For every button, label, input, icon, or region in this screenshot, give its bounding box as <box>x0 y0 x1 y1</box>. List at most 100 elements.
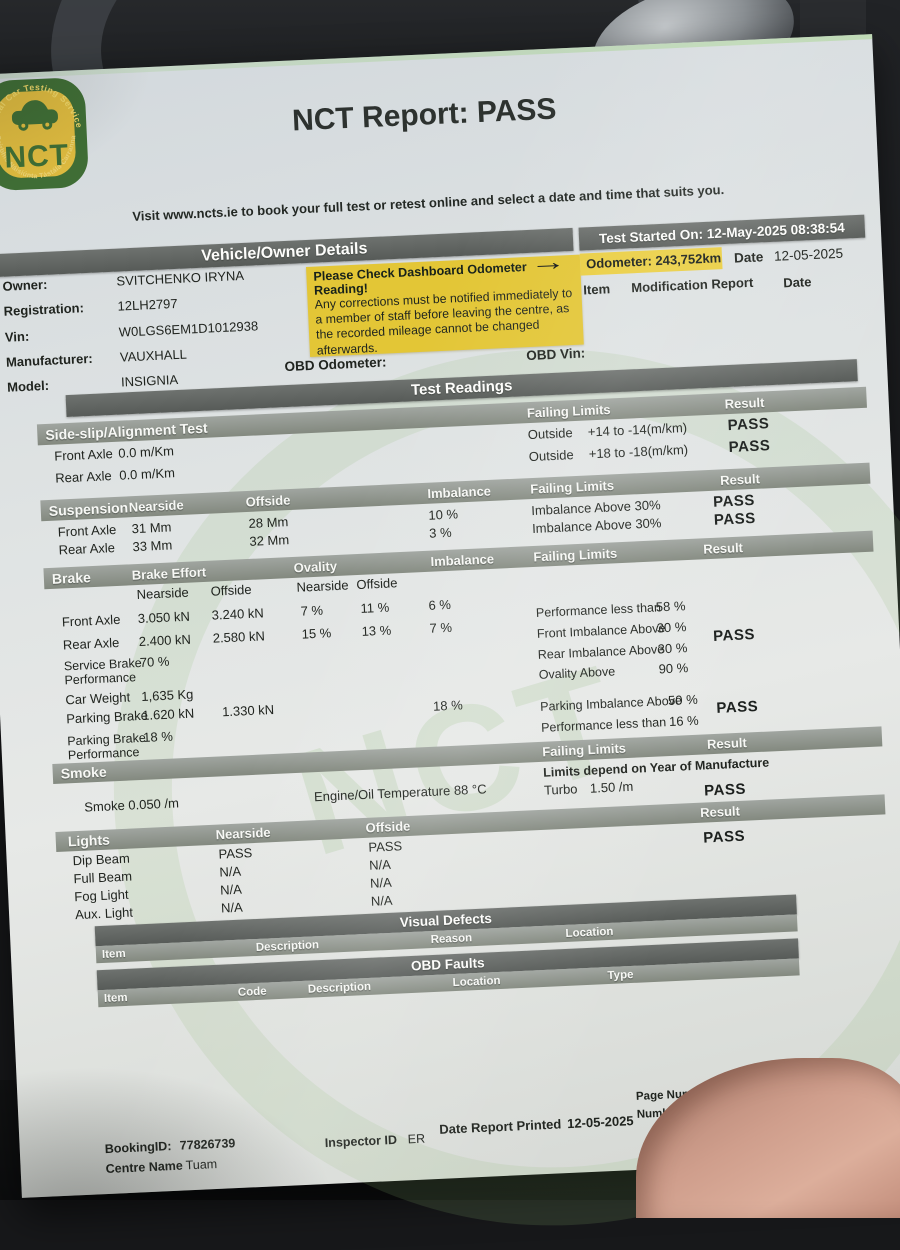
turbo-value: 1.50 /m <box>589 778 634 796</box>
service-brake-value: 70 % <box>139 653 170 670</box>
sideslip-limit-scope: Outside <box>528 447 574 465</box>
sideslip-title: Side-slip/Alignment Test <box>44 419 208 443</box>
brake-limit-ovality-value: 90 % <box>658 660 689 677</box>
owner-value: SVITCHENKO IRYNA <box>116 267 245 289</box>
vin-label: Vin: <box>4 328 30 345</box>
brake-limit-parking-imb-value: 50 % <box>667 691 699 709</box>
vd-col-description: Description <box>255 938 320 954</box>
registration-value: 12LH2797 <box>117 295 178 314</box>
item-label: Item <box>583 281 611 298</box>
car-icon <box>11 100 58 131</box>
light-row-label: Aux. Light <box>74 904 134 923</box>
brake-rear-label: Rear Axle <box>62 634 120 653</box>
suspension-result: PASS <box>713 509 757 529</box>
centre-name-label: Centre Name <box>105 1158 184 1177</box>
smoke-result: PASS <box>703 780 747 800</box>
test-started-title: Test Started On: 12-May-2025 08:38:54 <box>598 219 846 246</box>
lights-nearside-header: Nearside <box>215 824 271 843</box>
suspension-offside: 28 Mm <box>248 514 289 531</box>
inspector-id-value: ER <box>407 1131 426 1147</box>
date-label: Date <box>733 249 764 266</box>
brake-rear-ovality-os: 13 % <box>361 622 392 639</box>
date-value: 12-05-2025 <box>773 245 844 264</box>
sideslip-row-label: Rear Axle <box>55 468 112 486</box>
vd-col-item: Item <box>101 947 126 961</box>
lights-title: Lights <box>67 831 111 850</box>
brake-failing-limits-header: Failing Limits <box>533 545 618 565</box>
parking-brake-imbalance: 18 % <box>432 697 464 714</box>
arrow-right-icon: → <box>529 248 567 277</box>
obd-col-type: Type <box>607 968 634 982</box>
manufacturer-label: Manufacturer: <box>5 350 93 370</box>
brake-effort-nearside-subheader: Nearside <box>136 584 190 603</box>
light-row-label: Fog Light <box>74 886 129 905</box>
sideslip-row-value: 0.0 m/Km <box>118 465 176 483</box>
brake-front-ovality-ns: 7 % <box>300 602 324 619</box>
sideslip-limit-scope: Outside <box>527 425 573 443</box>
light-row-label: Full Beam <box>73 868 133 887</box>
smoke-failing-limits-header: Failing Limits <box>541 740 627 760</box>
car-weight-label: Car Weight <box>65 689 131 708</box>
obd-vin-label: OBD Vin: <box>525 345 586 364</box>
date-report-printed-value: 12-05-2025 <box>566 1113 634 1132</box>
sideslip-failing-limits-header: Failing Limits <box>526 401 611 421</box>
brake-rear-ovality-ns: 15 % <box>301 625 332 642</box>
brake-result-header: Result <box>702 539 744 557</box>
brake-parking-result: PASS <box>716 697 759 717</box>
brake-limit-performance-value: 58 % <box>655 598 686 615</box>
suspension-failing-limits-header: Failing Limits <box>529 477 615 497</box>
light-row-label: Dip Beam <box>72 850 131 869</box>
brake-effort-offside-subheader: Offside <box>210 581 252 599</box>
modification-date-label: Date <box>782 274 812 291</box>
lights-result: PASS <box>702 827 746 847</box>
suspension-nearside: 33 Mm <box>132 537 173 555</box>
parking-perf-value: 18 % <box>142 728 174 745</box>
model-value: INSIGNIA <box>120 371 179 390</box>
brake-ovality-header: Ovality <box>293 557 338 575</box>
turbo-label: Turbo <box>543 781 578 798</box>
vin-value: W0LGS6EM1D1012938 <box>118 318 259 340</box>
brake-effort-header: Brake Effort <box>131 563 207 583</box>
brake-rear-effort-os: 2.580 kN <box>212 628 266 646</box>
light-offside: N/A <box>368 856 392 873</box>
modification-report-label: Modification Report <box>630 274 754 296</box>
suspension-imbalance: 10 % <box>428 506 459 523</box>
booking-id-value: 77826739 <box>179 1136 236 1153</box>
centre-name-value: Tuam <box>185 1156 218 1173</box>
brake-limit-front-imb-value: 30 % <box>656 619 687 636</box>
light-nearside: N/A <box>219 863 242 880</box>
brake-ovality-nearside-subheader: Nearside <box>296 577 349 595</box>
brake-front-ovality-os: 11 % <box>360 599 390 616</box>
brake-limit-rear-imb-value: 30 % <box>657 640 688 657</box>
lights-result-header: Result <box>699 803 741 821</box>
light-offside: PASS <box>368 838 403 855</box>
sideslip-row-label: Front Axle <box>54 446 114 464</box>
suspension-offside-header: Offside <box>245 491 291 510</box>
nct-report-paper: NCT National Car Testing Service Seirbhí… <box>0 34 900 1245</box>
suspension-row-label: Front Axle <box>57 521 117 540</box>
suspension-result: PASS <box>712 491 756 511</box>
suspension-imbalance: 3 % <box>428 524 452 541</box>
suspension-result-header: Result <box>719 470 761 488</box>
lights-offside-header: Offside <box>365 818 411 836</box>
sideslip-result: PASS <box>728 437 771 457</box>
sideslip-result-header: Result <box>724 394 765 412</box>
brake-limit-parking-perf-value: 16 % <box>668 712 699 730</box>
brake-imbalance-header: Imbalance <box>430 550 495 569</box>
light-offside: N/A <box>370 892 393 909</box>
parking-brake-os: 1.330 kN <box>221 701 275 720</box>
odometer-highlight: Odometer: 243,752km <box>579 247 723 276</box>
suspension-offside: 32 Mm <box>249 532 290 549</box>
obd-col-code: Code <box>237 985 267 999</box>
car-weight-value: 1,635 Kg <box>140 686 194 704</box>
obd-col-location: Location <box>452 974 501 989</box>
brake-ovality-offside-subheader: Offside <box>356 575 398 593</box>
vd-col-location: Location <box>565 925 614 940</box>
brake-front-effort-os: 3.240 kN <box>211 605 265 623</box>
brake-rear-effort-ns: 2.400 kN <box>138 631 192 649</box>
sideslip-row-value: 0.0 m/Km <box>117 443 175 461</box>
light-nearside: N/A <box>219 881 243 898</box>
smoke-result-header: Result <box>706 735 748 752</box>
sideslip-result: PASS <box>727 415 770 435</box>
light-offside: N/A <box>369 874 393 891</box>
